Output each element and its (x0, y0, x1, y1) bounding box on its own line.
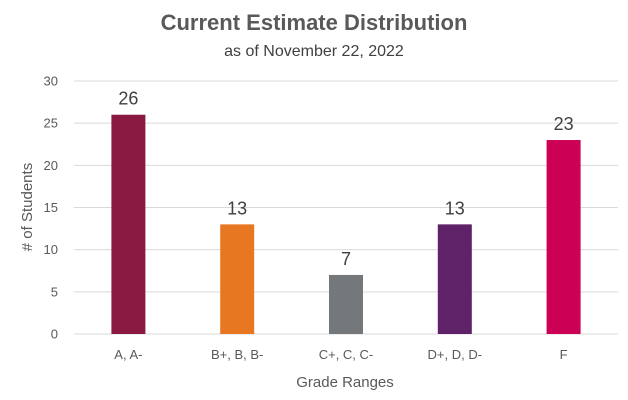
bar (111, 114, 146, 334)
y-axis-label: # of Students (19, 163, 36, 251)
data-label: 13 (445, 198, 465, 218)
x-tick-label: D+, D, D- (428, 347, 483, 362)
x-tick-label: A, A- (114, 347, 142, 362)
chart-subtitle: as of November 22, 2022 (224, 43, 404, 60)
y-axis-ticks: 0 5 10 15 20 25 30 (44, 74, 58, 342)
x-axis-ticks: A, A- B+, B, B- C+, C, C- D+, D, D- F (114, 347, 567, 362)
data-label: 7 (341, 249, 351, 269)
bar (546, 140, 581, 334)
y-tick-label: 30 (44, 74, 58, 89)
bar (437, 224, 472, 334)
x-tick-label: C+, C, C- (319, 347, 374, 362)
y-tick-label: 25 (44, 116, 58, 131)
x-tick-label: B+, B, B- (211, 347, 263, 362)
chart-title: Current Estimate Distribution (161, 10, 468, 35)
gridlines (74, 80, 618, 335)
y-tick-label: 5 (51, 284, 58, 299)
data-label: 13 (227, 198, 247, 218)
data-label: 23 (554, 114, 574, 134)
bars (111, 114, 581, 334)
y-tick-label: 15 (44, 200, 58, 215)
data-label: 26 (118, 89, 138, 109)
data-labels: 26 13 7 13 23 (118, 89, 573, 269)
y-tick-label: 20 (44, 158, 58, 173)
bar (329, 274, 363, 334)
bar (220, 224, 255, 334)
y-tick-label: 10 (44, 242, 58, 257)
x-tick-label: F (560, 347, 568, 362)
y-tick-label: 0 (51, 327, 58, 342)
x-axis-label: Grade Ranges (296, 374, 394, 391)
